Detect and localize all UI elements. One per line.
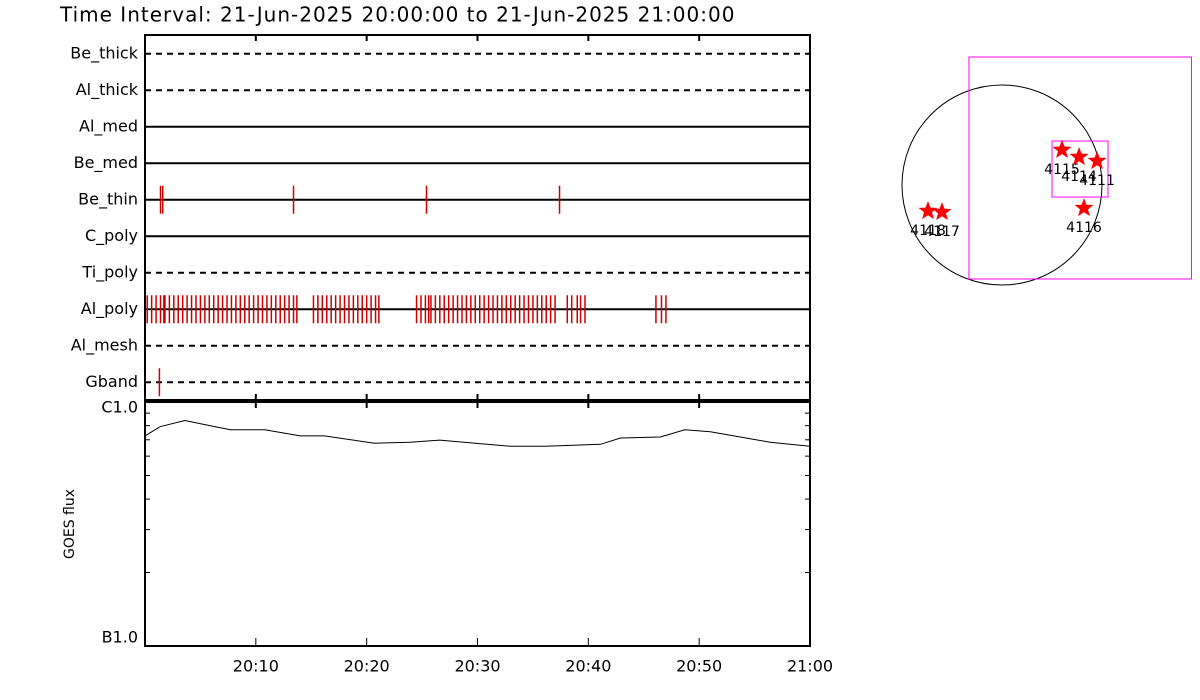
- y-tick-label: C1.0: [101, 398, 138, 417]
- y-tick-label: B1.0: [102, 628, 138, 647]
- x-tick-label: 20:10: [233, 657, 279, 676]
- x-tick-label: 20:40: [565, 657, 611, 676]
- region-label: 4118: [910, 223, 946, 239]
- region-star: [1074, 198, 1094, 217]
- chart-title: Time Interval: 21-Jun-2025 20:00:00 to 2…: [59, 3, 735, 27]
- region-star: [1069, 147, 1089, 166]
- fov-box: [968, 56, 1192, 280]
- region-label: 4115: [1044, 162, 1080, 178]
- region-star: [918, 201, 938, 220]
- x-tick-label: 20:50: [676, 657, 722, 676]
- row-label: Al_poly: [81, 299, 138, 319]
- flux-line: [144, 419, 811, 447]
- row-label: Ti_poly: [81, 262, 138, 282]
- x-tick-label: 20:30: [454, 657, 500, 676]
- region-label: 4116: [1066, 220, 1102, 236]
- row-label: Be_thick: [70, 43, 138, 63]
- row-label: Al_thick: [76, 80, 139, 100]
- row-label: Al_med: [79, 116, 138, 136]
- region-star: [1087, 151, 1107, 170]
- x-tick-label: 21:00: [787, 657, 833, 676]
- row-label: Be_med: [74, 153, 138, 173]
- region-label: 4111: [1079, 173, 1115, 189]
- row-label: Al_mesh: [71, 335, 138, 355]
- fov-box: [1051, 140, 1109, 198]
- row-label: Gband: [85, 372, 138, 391]
- solar-disk: [901, 84, 1103, 286]
- region-label: 4117: [924, 224, 960, 240]
- region-star: [932, 202, 952, 221]
- y-axis-label: GOES flux: [62, 489, 78, 559]
- row-label: Be_thin: [78, 189, 138, 209]
- x-tick-label: 20:20: [344, 657, 390, 676]
- row-label: C_poly: [85, 226, 138, 246]
- region-label: 4114: [1061, 169, 1097, 185]
- region-star: [1052, 139, 1072, 158]
